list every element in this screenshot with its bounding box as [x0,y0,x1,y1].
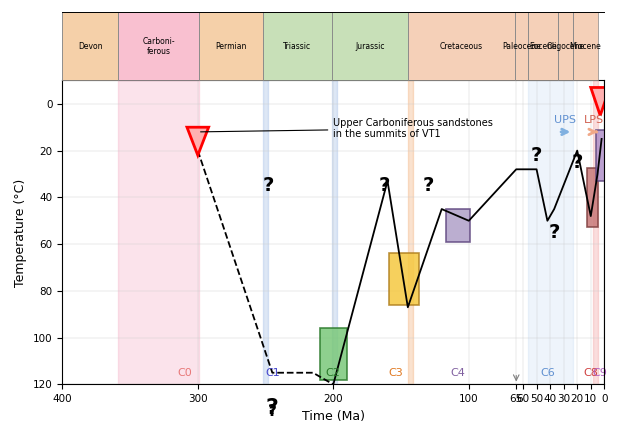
Text: ?: ? [531,146,542,165]
Bar [389,253,419,305]
Bar [594,80,597,384]
Text: ?: ? [266,398,278,418]
Text: Miocene: Miocene [569,42,601,51]
Text: UPS: UPS [554,115,576,125]
Text: C0: C0 [177,368,192,378]
Text: C1: C1 [265,368,280,378]
Y-axis label: Temperature (°C): Temperature (°C) [14,178,27,287]
Text: Carboni-
ferous: Carboni- ferous [142,37,175,56]
Text: C4: C4 [450,368,465,378]
Bar [596,130,607,181]
Text: Eocene: Eocene [530,42,557,51]
Bar [332,80,338,384]
Text: C6: C6 [540,368,554,378]
Text: Cretaceous: Cretaceous [440,42,483,51]
Bar [118,80,199,384]
Text: C3: C3 [388,368,403,378]
X-axis label: Time (Ma): Time (Ma) [302,410,365,423]
Text: ?: ? [268,404,277,419]
Text: C9: C9 [593,368,607,378]
Text: ?: ? [262,176,274,195]
Text: C8: C8 [583,368,598,378]
Text: Jurassic: Jurassic [355,42,384,51]
Text: ?: ? [422,176,434,195]
Bar [446,209,470,242]
Text: ?: ? [379,176,391,195]
Text: Paleocene: Paleocene [502,42,541,51]
Bar [320,328,347,380]
Text: ?: ? [571,153,583,172]
Bar [408,80,413,384]
Bar [263,80,269,384]
Text: Oligocene: Oligocene [546,42,585,51]
Text: ?: ? [548,223,560,242]
Text: Triassic: Triassic [283,42,312,51]
Bar [528,80,573,384]
Text: Upper Carboniferous sandstones
in the summits of VT1: Upper Carboniferous sandstones in the su… [201,118,493,139]
Text: C2: C2 [326,368,341,378]
Text: Devon: Devon [78,42,102,51]
Bar [587,168,597,227]
Polygon shape [187,127,209,155]
Text: LPS: LPS [584,115,604,125]
Polygon shape [591,88,610,115]
Text: Permian: Permian [216,42,247,51]
